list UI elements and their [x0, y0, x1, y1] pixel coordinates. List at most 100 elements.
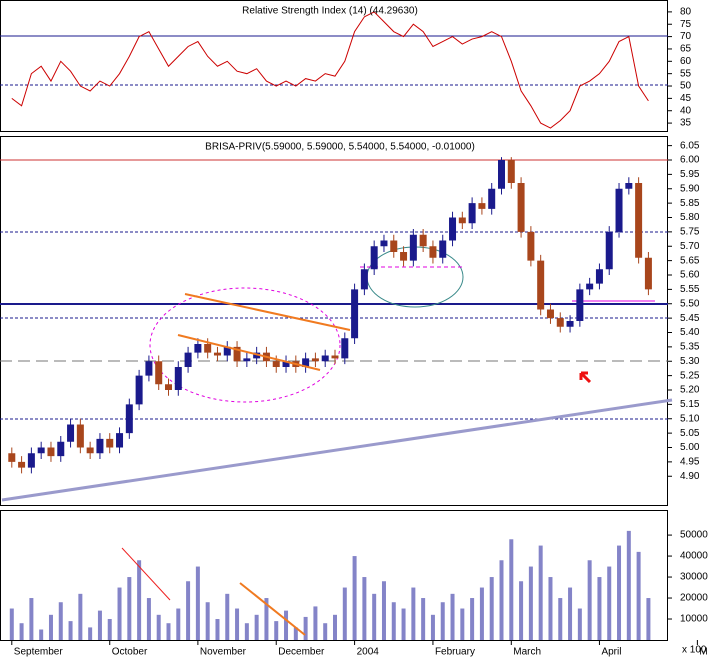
volume-bar: [333, 614, 337, 640]
volume-bar: [39, 629, 44, 640]
volume-bar: [274, 621, 279, 640]
candle-body: [27, 453, 35, 468]
trend-line: [1, 398, 673, 502]
x-tick-label: 2004: [357, 647, 380, 658]
y-tick-label: 50: [680, 81, 692, 92]
y-tick-label: 5.90: [680, 183, 700, 194]
volume-bar: [352, 556, 357, 640]
candle-body: [635, 183, 643, 258]
volume-bar: [19, 623, 24, 640]
volume-bar: [528, 566, 533, 640]
volume-bar: [78, 593, 83, 640]
y-tick-label: 35: [680, 118, 692, 129]
candle-body: [116, 433, 124, 448]
candle-body: [282, 361, 290, 367]
volume-bar: [401, 608, 406, 640]
candle-body: [360, 269, 368, 290]
y-tick-label: 4.95: [680, 457, 700, 468]
candle-body: [449, 217, 457, 241]
volume-bar: [107, 619, 112, 640]
candle-body: [498, 160, 505, 189]
volume-bar: [29, 598, 34, 640]
candle-body: [67, 424, 75, 442]
price-title: BRISA-PRIV(5.59000, 5.59000, 5.54000, 5.…: [205, 142, 475, 153]
volume-bar: [166, 623, 171, 640]
y-tick-label: 5.60: [680, 270, 700, 281]
candle-body: [223, 346, 231, 356]
volume-bar: [176, 608, 181, 640]
candle-body: [439, 240, 447, 258]
candle-body: [429, 246, 437, 258]
candle-body: [47, 447, 55, 457]
volume-bar: [568, 587, 573, 640]
candle-body: [576, 289, 584, 321]
volume-bar: [88, 627, 93, 640]
y-tick-label: 40: [680, 105, 692, 116]
volume-bar: [127, 577, 132, 640]
volume-trend: [239, 582, 306, 636]
y-tick-label: 5.05: [680, 428, 700, 439]
candle-body: [458, 217, 466, 224]
volume-bar: [617, 545, 622, 640]
y-tick-label: 5.70: [680, 241, 700, 252]
candle-body: [507, 160, 515, 183]
volume-bar: [430, 614, 435, 640]
volume-bar: [9, 608, 14, 640]
volume-bar: [381, 581, 386, 640]
y-tick-label: 5.30: [680, 356, 700, 367]
volume-unit: x 100: [682, 645, 707, 656]
candle-body: [556, 318, 564, 327]
candle-body: [174, 367, 182, 390]
candle-body: [165, 384, 172, 390]
channel-line: [177, 334, 321, 371]
volume-bar: [156, 614, 161, 640]
y-tick-label: 5.40: [680, 327, 700, 338]
volume-bar: [577, 608, 582, 640]
y-tick-label: 70: [680, 31, 692, 42]
candle-body: [390, 240, 398, 252]
candle-body: [194, 344, 202, 353]
candle-body: [184, 352, 192, 367]
x-tick-label: February: [435, 647, 475, 658]
candle-body: [625, 183, 633, 189]
y-tick-label: 5.35: [680, 342, 700, 353]
volume-bar: [558, 598, 563, 640]
y-tick-label: 10000: [680, 614, 708, 625]
x-tick-label: September: [14, 647, 64, 658]
volume-bar: [303, 616, 308, 640]
volume-bar: [509, 539, 514, 640]
candle-body: [135, 375, 143, 405]
y-tick-label: 65: [680, 44, 692, 55]
volume-bar: [284, 610, 289, 640]
volume-bar: [293, 627, 298, 640]
volume-bar: [372, 593, 377, 640]
rsi-frame: [0, 0, 668, 132]
volume-bar: [235, 608, 240, 640]
candle-body: [605, 231, 613, 270]
candle-body: [76, 424, 84, 448]
candle-body: [370, 246, 378, 270]
rsi-title: Relative Strength Index (14) (44.29630): [242, 6, 418, 17]
candle-body: [566, 321, 574, 327]
candle-body: [409, 234, 417, 261]
candle-body: [615, 188, 623, 232]
volume-bar: [489, 577, 494, 640]
pattern-ellipse: [149, 287, 341, 403]
y-tick-label: 80: [680, 7, 692, 18]
y-tick-label: 60: [680, 56, 692, 67]
rsi-line: [11, 11, 649, 129]
volume-bar: [264, 598, 269, 640]
y-tick-label: 5.50: [680, 298, 700, 309]
volume-bar: [636, 551, 641, 640]
candle-body: [468, 203, 476, 224]
y-tick-label: 5.10: [680, 413, 700, 424]
volume-bar: [186, 581, 191, 640]
candle-body: [351, 289, 359, 339]
y-tick-label: 5.20: [680, 385, 700, 396]
candle-body: [96, 438, 104, 454]
y-tick-label: 55: [680, 68, 692, 79]
candle-body: [272, 361, 280, 367]
candle-body: [8, 453, 16, 462]
volume-bar: [117, 587, 122, 640]
